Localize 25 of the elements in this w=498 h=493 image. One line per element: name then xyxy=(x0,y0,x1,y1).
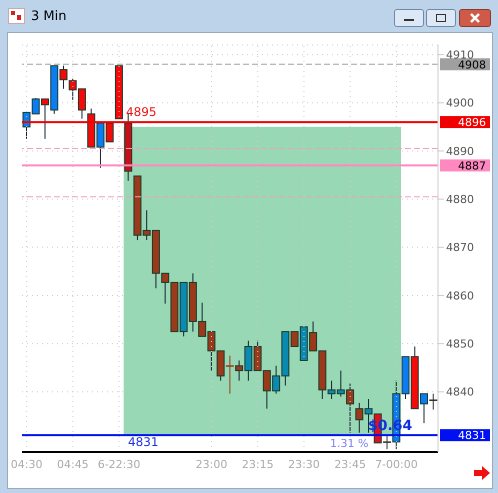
x-tick-label: 23:45 xyxy=(334,458,366,471)
y-tick-label: 4840 xyxy=(446,386,474,399)
chart-title: 3 Min xyxy=(31,8,66,24)
x-tick-label: 23:15 xyxy=(242,458,274,471)
y-tick-label: 4890 xyxy=(446,144,474,158)
annotation: 4895 xyxy=(126,105,157,119)
annotation: 1.31 % xyxy=(330,437,368,450)
ref-line-label: 4896 xyxy=(458,116,486,130)
y-tick-label: 4850 xyxy=(446,338,474,351)
ref-line-label: 4831 xyxy=(458,429,486,442)
x-tick-label: 23:30 xyxy=(288,458,320,471)
ref-line-label: 4887 xyxy=(458,159,486,172)
annotation: 4831 xyxy=(128,435,159,449)
x-tick-label: 04:45 xyxy=(56,458,89,471)
y-tick-label: 4900 xyxy=(446,96,474,110)
x-tick-label: 04:30 xyxy=(10,458,42,471)
y-tick-label: 4880 xyxy=(446,193,474,206)
candlestick xyxy=(383,436,392,450)
y-tick-label: 4860 xyxy=(446,289,474,302)
annotation: $0.64 xyxy=(368,418,412,434)
x-tick-label: 23:00 xyxy=(196,458,228,471)
candlestick xyxy=(429,393,438,410)
x-tick-label: 7-00:00 xyxy=(375,458,418,471)
x-tick-label: 6-22:30 xyxy=(98,458,140,471)
y-tick-label: 4870 xyxy=(446,241,474,254)
